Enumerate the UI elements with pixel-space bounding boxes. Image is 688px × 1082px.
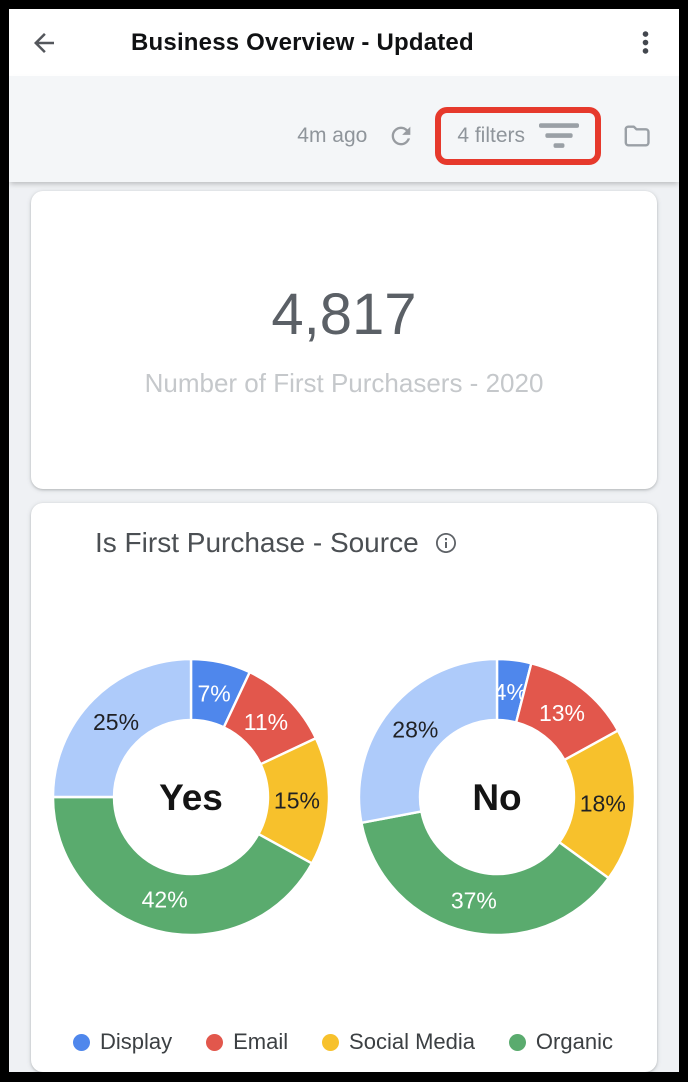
legend-label: Display: [100, 1029, 173, 1054]
slice-percentage-label: 7%: [197, 681, 230, 707]
legend-label: Organic: [535, 1029, 613, 1054]
refresh-button[interactable]: [387, 122, 415, 150]
toolbar: 4m ago 4 filters: [9, 76, 679, 182]
slice-percentage-label: 13%: [539, 700, 585, 726]
scorecard-label: Number of First Purchasers - 2020: [144, 368, 544, 398]
donut-chart-no[interactable]: 4% 13% 18% 37% 28% No: [355, 655, 639, 939]
arrow-left-icon: [34, 32, 54, 53]
legend-item-email[interactable]: Email: [206, 1029, 288, 1055]
refresh-icon: [391, 126, 411, 146]
slice-percentage-label: 37%: [451, 887, 497, 913]
report-content: 4,817 Number of First Purchasers - 2020 …: [9, 182, 679, 1072]
chart-title-row: Is First Purchase - Source: [31, 527, 657, 559]
slice-percentage-label: 42%: [142, 887, 188, 913]
scorecard-value: 4,817: [271, 282, 417, 347]
chart-title: Is First Purchase - Source: [95, 527, 419, 558]
legend-dot: [206, 1033, 224, 1051]
chart-legend: Display Email Social Media Organic: [31, 1029, 657, 1055]
legend-label: Social Media: [349, 1029, 475, 1054]
page-title: Business Overview - Updated: [131, 28, 474, 56]
legend-label: Email: [233, 1029, 289, 1054]
legend-item-display[interactable]: Display: [73, 1029, 172, 1055]
donut-segment-organic[interactable]: [51, 795, 314, 937]
slice-percentage-label: 25%: [93, 709, 139, 735]
pie-chart-card[interactable]: Is First Purchase - Source 7% 11% 15% 42% 25…: [31, 503, 657, 1072]
filters-button[interactable]: 4 filters: [435, 107, 601, 165]
slice-percentage-label: 28%: [392, 716, 438, 742]
filters-count-label: 4 filters: [457, 124, 525, 147]
overflow-menu-button[interactable]: [632, 29, 659, 56]
slice-percentage-label: 11%: [244, 709, 288, 735]
slice-percentage-label: 15%: [274, 787, 320, 813]
legend-dot: [322, 1033, 340, 1051]
donut-segment-unlabeled[interactable]: [51, 657, 193, 799]
last-refresh-time: 4m ago: [297, 124, 368, 147]
back-button[interactable]: [29, 28, 59, 58]
folder-icon: [624, 125, 650, 147]
chart-info-button[interactable]: [434, 531, 458, 555]
donut-chart-yes[interactable]: 7% 11% 15% 42% 25% Yes: [49, 655, 333, 939]
kebab-menu-icon: [642, 31, 649, 54]
folder-button[interactable]: [621, 120, 653, 152]
donut-segment-unlabeled[interactable]: [357, 657, 499, 825]
donut-charts: 7% 11% 15% 42% 25% Yes 4% 13% 18% 37% 28% No: [31, 655, 657, 939]
slice-percentage-label: 18%: [580, 791, 626, 817]
legend-item-social-media[interactable]: Social Media: [322, 1029, 475, 1055]
legend-dot: [508, 1033, 526, 1051]
scorecard-card[interactable]: 4,817 Number of First Purchasers - 2020: [31, 191, 657, 489]
donut-center-label: Yes: [159, 777, 223, 818]
legend-item-organic[interactable]: Organic: [508, 1029, 613, 1055]
info-icon: [435, 533, 456, 553]
donut-center-label: No: [472, 777, 521, 818]
app-bar: Business Overview - Updated: [9, 9, 679, 76]
app-screen: Business Overview - Updated 4m ago 4 fil…: [9, 9, 679, 1072]
legend-dot: [73, 1033, 90, 1051]
donut-segment-organic[interactable]: [360, 810, 610, 937]
filter-icon: [539, 123, 579, 148]
